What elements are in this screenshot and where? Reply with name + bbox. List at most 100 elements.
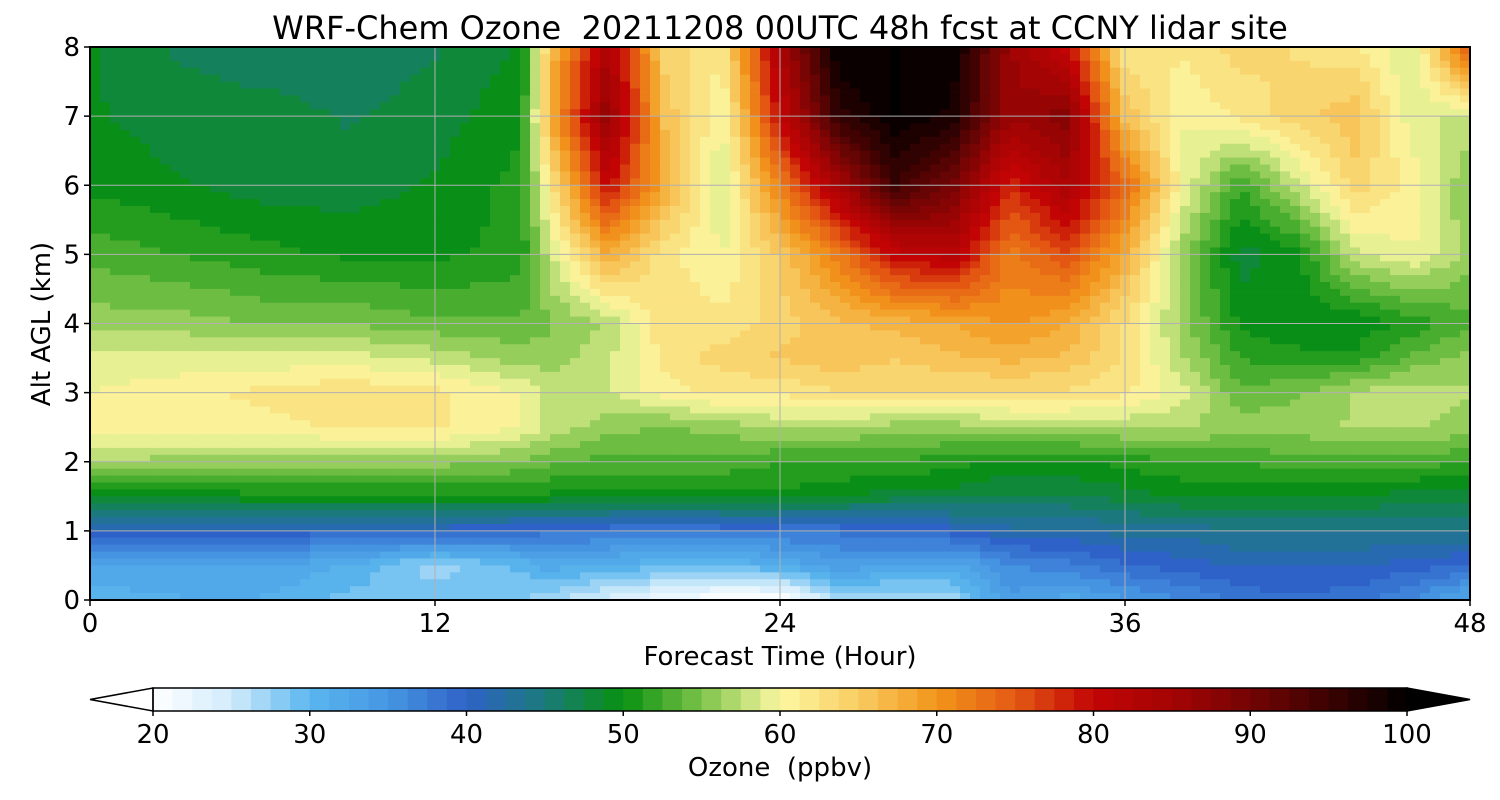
heatmap-cell: [1390, 219, 1401, 228]
heatmap-cell: [570, 60, 581, 69]
heatmap-cell: [120, 60, 131, 69]
heatmap-cell: [100, 81, 111, 90]
heatmap-cell: [170, 116, 181, 124]
heatmap-cell: [1130, 178, 1141, 186]
heatmap-cell: [230, 288, 241, 297]
heatmap-cell: [390, 102, 401, 110]
heatmap-cell: [520, 282, 531, 290]
heatmap-cell: [1320, 268, 1331, 276]
heatmap-cell: [630, 123, 641, 131]
heatmap-cell: [1020, 47, 1031, 55]
heatmap-cell: [440, 254, 451, 262]
heatmap-cell: [730, 288, 741, 297]
heatmap-cell: [930, 53, 941, 62]
heatmap-cell: [1370, 226, 1381, 235]
heatmap-cell: [1190, 254, 1201, 262]
heatmap-cell: [490, 81, 501, 90]
heatmap-cell: [1280, 67, 1291, 76]
heatmap-cell: [520, 81, 531, 90]
heatmap-cell: [410, 205, 421, 214]
heatmap-cell: [630, 185, 641, 193]
heatmap-cell: [140, 219, 151, 228]
heatmap-cell: [260, 157, 271, 166]
heatmap-cell: [990, 95, 1001, 103]
heatmap-cell: [320, 233, 331, 242]
heatmap-cell: [210, 102, 221, 110]
heatmap-cell: [1300, 102, 1311, 110]
heatmap-cell: [950, 219, 961, 228]
heatmap-cell: [510, 136, 521, 145]
heatmap-cell: [1230, 164, 1241, 173]
heatmap-cell: [1070, 212, 1081, 221]
heatmap-cell: [1330, 185, 1341, 193]
heatmap-cell: [310, 275, 321, 283]
heatmap-cell: [110, 254, 121, 262]
heatmap-cell: [340, 185, 351, 193]
heatmap-cell: [760, 53, 771, 62]
heatmap-cell: [580, 268, 591, 276]
heatmap-cell: [640, 88, 651, 96]
heatmap-cell: [440, 88, 451, 96]
heatmap-cell: [1000, 109, 1011, 117]
heatmap-cell: [690, 102, 701, 110]
heatmap-cell: [400, 219, 411, 228]
heatmap-cell: [860, 212, 871, 221]
heatmap-cell: [980, 53, 991, 62]
heatmap-cell: [1130, 136, 1141, 145]
heatmap-cell: [360, 150, 371, 159]
heatmap-cell: [500, 219, 511, 228]
heatmap-cell: [1410, 74, 1421, 83]
heatmap-cell: [610, 226, 621, 235]
heatmap-cell: [100, 240, 111, 249]
heatmap-cell: [100, 157, 111, 166]
heatmap-cell: [1250, 53, 1261, 62]
heatmap-cell: [1200, 81, 1211, 90]
heatmap-cell: [520, 67, 531, 76]
heatmap-cell: [1370, 157, 1381, 166]
heatmap-cell: [500, 205, 511, 214]
heatmap-cell: [1210, 205, 1221, 214]
heatmap-cell: [890, 67, 901, 76]
heatmap-cell: [1270, 178, 1281, 186]
heatmap-cell: [530, 157, 541, 166]
heatmap-cell: [170, 171, 181, 179]
heatmap-cell: [460, 74, 471, 83]
heatmap-cell: [1260, 47, 1271, 55]
heatmap-cell: [1340, 226, 1351, 235]
heatmap-cell: [610, 275, 621, 283]
heatmap-cell: [360, 171, 371, 179]
heatmap-cell: [790, 233, 801, 242]
heatmap-cell: [1100, 109, 1111, 117]
heatmap-cell: [1330, 268, 1341, 276]
heatmap-cell: [580, 136, 591, 145]
heatmap-cell: [1390, 109, 1401, 117]
heatmap-cell: [90, 143, 101, 152]
heatmap-cell: [1360, 226, 1371, 235]
heatmap-cell: [240, 53, 251, 62]
heatmap-cell: [610, 288, 621, 297]
heatmap-cell: [1280, 219, 1291, 228]
heatmap-cell: [630, 219, 641, 228]
heatmap-cell: [1270, 53, 1281, 62]
heatmap-cell: [460, 95, 471, 103]
heatmap-cell: [1350, 157, 1361, 166]
heatmap-cell: [930, 136, 941, 145]
heatmap-cell: [1200, 212, 1211, 221]
heatmap-cell: [1130, 233, 1141, 242]
heatmap-cell: [900, 102, 911, 110]
heatmap-cell: [1250, 212, 1261, 221]
heatmap-cell: [240, 143, 251, 152]
heatmap-cell: [120, 240, 131, 249]
heatmap-cell: [1270, 143, 1281, 152]
heatmap-cell: [680, 185, 691, 193]
heatmap-cell: [560, 60, 571, 69]
heatmap-cell: [390, 233, 401, 242]
heatmap-cell: [750, 74, 761, 83]
heatmap-cell: [1020, 205, 1031, 214]
heatmap-cell: [860, 192, 871, 200]
heatmap-cell: [640, 219, 651, 228]
heatmap-cell: [760, 102, 771, 110]
heatmap-cell: [110, 116, 121, 124]
heatmap-cell: [340, 81, 351, 90]
heatmap-cell: [1410, 205, 1421, 214]
